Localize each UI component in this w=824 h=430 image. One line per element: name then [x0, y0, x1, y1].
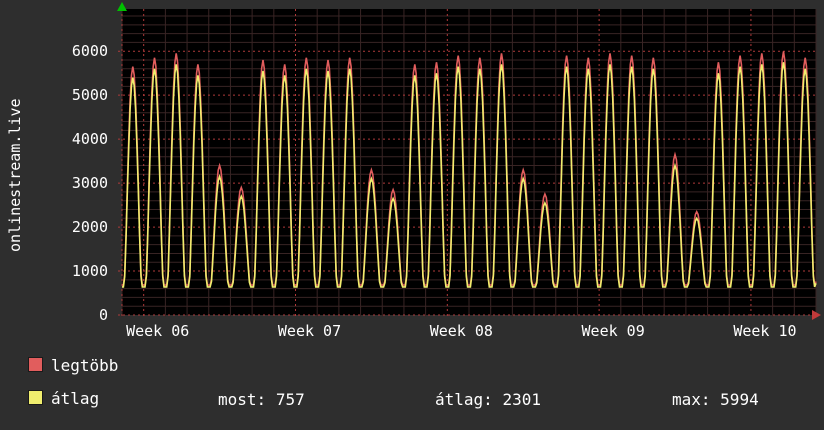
legend-label-legtobb: legtöbb [51, 356, 119, 375]
x-tick-label: Week 09 [581, 322, 645, 340]
stat-most-label: most: [218, 390, 267, 409]
legend-item-legtobb: legtöbb [28, 356, 118, 376]
stat-most-value: 757 [275, 390, 305, 409]
x-tick-label: Week 06 [126, 322, 190, 340]
x-axis-arrow-icon [812, 310, 821, 320]
x-tick-label: Week 08 [429, 322, 493, 340]
x-tick-label: Week 10 [733, 322, 797, 340]
y-tick-label: 3000 [71, 174, 108, 193]
chart-title: onlinestream.live [6, 98, 24, 252]
stat-max-value: 5994 [720, 390, 759, 409]
series-átlag [122, 62, 817, 288]
y-tick-label: 6000 [71, 42, 108, 61]
y-tick-label: 2000 [71, 218, 108, 237]
plot-area [118, 9, 817, 319]
legend-swatch-atlag [28, 390, 43, 405]
plot-svg [118, 9, 817, 319]
stat-max-label: max: [672, 390, 711, 409]
stat-atlag-value: 2301 [502, 390, 541, 409]
y-tick-label: 0 [98, 306, 108, 324]
stat-max: max: 5994 [672, 390, 759, 409]
y-axis-arrow-icon [117, 2, 127, 11]
x-tick-label: Week 07 [277, 322, 342, 340]
stat-atlag-label: átlag: [435, 390, 493, 409]
stat-atlag: átlag: 2301 [435, 390, 541, 409]
y-tick-label: 5000 [71, 86, 108, 105]
legend-item-atlag: átlag [28, 389, 99, 409]
stat-most: most: 757 [218, 390, 305, 409]
legend-label-atlag: átlag [51, 389, 100, 408]
y-tick-label: 1000 [71, 262, 108, 281]
legend-swatch-legtobb [28, 357, 43, 372]
y-tick-label: 4000 [71, 130, 108, 149]
